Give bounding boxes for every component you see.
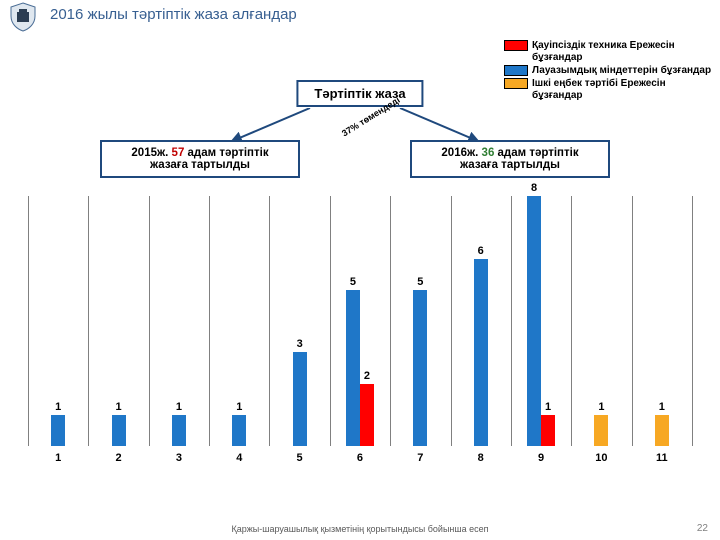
chart-category: 1 [571,196,631,446]
chart-bar-label: 1 [172,401,186,413]
chart-bar: 3 [293,352,307,446]
chart-bar-group: 1 [571,196,631,446]
year-box-2015: 2015ж. 57 адам тәртіптік жазаға тартылды [100,140,300,178]
chart-xtick: 3 [149,452,209,464]
chart-bar-group: 1 [28,196,88,446]
legend-swatch [504,65,528,76]
chart-bar: 5 [413,290,427,446]
legend-swatch [504,78,528,89]
legend-text: Ішкі еңбек тәртібі Ережесін бұзғандар [532,78,712,102]
chart-separator [692,196,693,446]
chart-xaxis: 1234567891011 [28,452,692,464]
legend-item: Қауіпсіздік техника Ережесін бұзғандар [504,40,712,64]
chart-category: 81 [511,196,571,446]
chart-category: 52 [330,196,390,446]
chart-xtick: 9 [511,452,571,464]
chart-xtick: 5 [269,452,329,464]
legend: Қауіпсіздік техника Ережесін бұзғандарЛа… [504,40,712,103]
legend-swatch [504,40,528,51]
chart-bar: 2 [360,384,374,447]
center-box: Тәртіптік жаза [296,80,423,107]
chart-bar-label: 5 [413,276,427,288]
chart-xtick: 4 [209,452,269,464]
legend-text: Лауазымдық міндеттерін бұзғандар [532,65,711,77]
chart-bar: 1 [594,415,608,446]
chart-xtick: 10 [571,452,631,464]
chart-bar-label: 1 [594,401,608,413]
yb2016-number: 36 [482,147,495,159]
page-title: 2016 жылы тәртіптік жаза алғандар [50,6,297,23]
bar-chart: 1111352568111 1234567891011 [10,196,710,476]
chart-xtick: 1 [28,452,88,464]
chart-xtick: 11 [632,452,692,464]
chart-bar: 8 [527,196,541,446]
chart-category: 1 [632,196,692,446]
chart-xtick: 8 [451,452,511,464]
chart-bar-group: 1 [88,196,148,446]
chart-bar-group: 6 [451,196,511,446]
chart-bar: 1 [232,415,246,446]
chart-bar-group: 5 [390,196,450,446]
chart-bar-label: 1 [112,401,126,413]
chart-bar-label: 6 [474,245,488,257]
yb2015-number: 57 [172,147,185,159]
yb2015-prefix: 2015ж. [131,147,171,159]
chart-bar: 1 [541,415,555,446]
legend-text: Қауіпсіздік техника Ережесін бұзғандар [532,40,712,64]
year-box-2016: 2016ж. 36 адам тәртіптік жазаға тартылды [410,140,610,178]
chart-bar-label: 3 [293,338,307,350]
chart-bar-label: 1 [232,401,246,413]
chart-bar-group: 1 [149,196,209,446]
chart-bar-label: 2 [360,370,374,382]
chart-bar: 1 [655,415,669,446]
chart-category: 1 [209,196,269,446]
legend-item: Лауазымдық міндеттерін бұзғандар [504,65,712,77]
chart-bar-label: 1 [541,401,555,413]
slide: 2016 жылы тәртіптік жаза алғандар Қауіпс… [0,0,720,540]
chart-bar-label: 8 [527,182,541,194]
crest-icon [8,2,38,32]
chart-bar-group: 81 [511,196,571,446]
chart-bar-group: 52 [330,196,390,446]
chart-bar-label: 1 [655,401,669,413]
chart-category: 3 [269,196,329,446]
chart-xtick: 6 [330,452,390,464]
chart-bar: 1 [112,415,126,446]
header: 2016 жылы тәртіптік жаза алғандар [0,0,720,34]
chart-plot: 1111352568111 [28,196,692,446]
chart-bar: 6 [474,259,488,447]
chart-category: 5 [390,196,450,446]
chart-category: 6 [451,196,511,446]
chart-bar: 1 [172,415,186,446]
chart-xtick: 7 [390,452,450,464]
footer-text: Қаржы-шаруашылық қызметінің қорытындысы … [0,524,720,534]
chart-category: 1 [149,196,209,446]
chart-bar-group: 3 [269,196,329,446]
chart-bar: 5 [346,290,360,446]
chart-bar-group: 1 [209,196,269,446]
chart-bar-group: 1 [632,196,692,446]
chart-category: 1 [28,196,88,446]
chart-bar-label: 1 [51,401,65,413]
page-number: 22 [697,523,708,534]
chart-category: 1 [88,196,148,446]
yb2016-prefix: 2016ж. [441,147,481,159]
chart-bar: 1 [51,415,65,446]
legend-item: Ішкі еңбек тәртібі Ережесін бұзғандар [504,78,712,102]
chart-bar-label: 5 [346,276,360,288]
chart-xtick: 2 [88,452,148,464]
